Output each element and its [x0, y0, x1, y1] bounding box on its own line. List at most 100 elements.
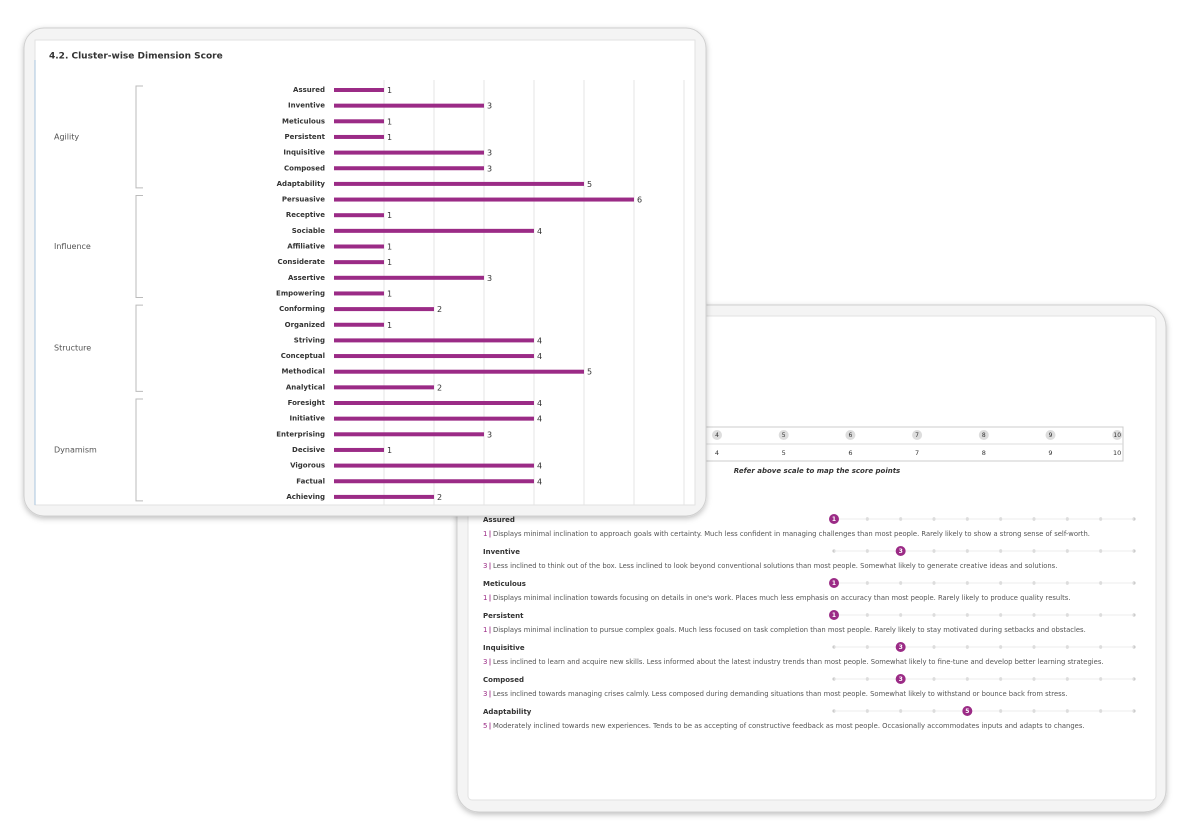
- score-marker-label: 3: [899, 548, 903, 555]
- value-label: 4: [537, 462, 542, 471]
- scale-label: 10: [1113, 449, 1121, 457]
- value-label: 4: [537, 477, 542, 486]
- bar: [334, 307, 434, 312]
- value-label: 3: [487, 430, 492, 439]
- scale-marker-label: 5: [782, 432, 786, 439]
- cluster-bracket: [135, 304, 143, 392]
- category-label: Conforming: [279, 305, 325, 313]
- scale-marker-label: 9: [1049, 432, 1053, 439]
- value-label: 3: [487, 274, 492, 283]
- scale-label: 8: [982, 449, 986, 457]
- value-label: 3: [487, 164, 492, 173]
- scale-marker: [712, 430, 722, 440]
- scale-marker: [1112, 430, 1123, 440]
- score-marker-label: 1: [832, 516, 836, 523]
- category-label: Sociable: [292, 227, 326, 235]
- category-label: Assured: [293, 86, 325, 94]
- bar: [334, 150, 484, 155]
- panel-body: [34, 39, 696, 506]
- bar: [334, 181, 584, 186]
- scale-marker: [845, 430, 856, 440]
- category-label: Composed: [284, 164, 325, 172]
- value-label: 2: [437, 383, 442, 392]
- category-label: Analytical: [286, 383, 325, 391]
- scale-marker: [1045, 430, 1056, 440]
- score-value: 3: [483, 562, 487, 570]
- dimension-description: Less inclined to learn and acquire new s…: [493, 658, 1104, 666]
- scale-label: 4: [715, 449, 719, 457]
- bar: [334, 432, 484, 437]
- dimension-name: Inquisitive: [483, 644, 525, 652]
- scale-marker-label: 6: [848, 432, 852, 439]
- score-marker: [895, 642, 906, 652]
- value-label: 4: [537, 399, 542, 408]
- scale-marker: [912, 430, 923, 440]
- bar: [334, 291, 384, 296]
- dimension-description: Moderately inclined towards new experien…: [493, 722, 1085, 730]
- value-label: 4: [537, 415, 542, 424]
- scale-label: 6: [848, 449, 852, 457]
- chart-title: 4.2. Cluster-wise Dimension Score: [49, 52, 223, 62]
- bar: [334, 447, 384, 452]
- category-label: Initiative: [289, 415, 325, 423]
- score-marker-label: 5: [965, 708, 969, 715]
- bar: [334, 322, 384, 327]
- value-label: 1: [387, 117, 392, 126]
- value-label: 1: [387, 289, 392, 298]
- value-label: 4: [537, 352, 542, 361]
- value-label: 1: [387, 133, 392, 142]
- bar: [334, 401, 534, 405]
- scale-note: Refer above scale to map the score point…: [734, 467, 900, 475]
- value-label: 2: [437, 305, 442, 314]
- bar: [334, 354, 534, 359]
- scale-marker-label: 4: [715, 432, 719, 439]
- category-label: Foresight: [288, 399, 326, 407]
- value-label: 1: [387, 211, 392, 220]
- cluster-label: Influence: [54, 242, 91, 251]
- value-label: 1: [387, 446, 392, 455]
- score-marker-label: 1: [832, 580, 836, 587]
- dimension-description: Displays minimal inclination towards foc…: [493, 594, 1071, 602]
- score-marker: [962, 706, 973, 716]
- bar: [334, 103, 484, 108]
- category-label: Inventive: [288, 102, 325, 110]
- value-label: 3: [487, 149, 492, 158]
- value-label: 5: [587, 368, 592, 377]
- score-value: 3: [483, 658, 487, 666]
- category-label: Organized: [285, 321, 325, 329]
- bar: [334, 369, 584, 374]
- score-value: 1: [483, 530, 487, 538]
- bar: [334, 479, 534, 484]
- category-label: Affiliative: [287, 243, 325, 251]
- bar: [334, 463, 534, 468]
- score-marker-label: 3: [899, 644, 903, 651]
- value-label: 2: [437, 493, 442, 502]
- bar: [334, 244, 384, 249]
- bar: [334, 213, 384, 218]
- bar: [334, 134, 384, 139]
- value-label: 1: [387, 321, 392, 330]
- category-label: Inquisitive: [283, 149, 325, 157]
- value-label: 1: [387, 86, 392, 95]
- dimension-name: Adaptability: [483, 708, 532, 716]
- category-label: Vigorous: [290, 462, 325, 470]
- scale-marker: [978, 430, 989, 440]
- category-label: Receptive: [286, 211, 325, 219]
- cluster-bracket: [135, 195, 143, 298]
- dimension-name: Persistent: [483, 612, 524, 620]
- category-label: Decisive: [292, 446, 325, 454]
- dimension-description: Less inclined to think out of the box. L…: [493, 562, 1057, 570]
- bar: [334, 260, 384, 265]
- score-marker-label: 3: [899, 676, 903, 683]
- category-label: Persuasive: [282, 196, 325, 204]
- category-label: Considerate: [277, 258, 325, 266]
- value-label: 6: [637, 196, 642, 205]
- scale-marker-label: 8: [982, 432, 986, 439]
- dimension-name: Meticulous: [483, 580, 526, 588]
- bar: [334, 119, 384, 124]
- bar: [334, 338, 534, 343]
- dimension-description: Displays minimal inclination to approach…: [493, 530, 1090, 538]
- cluster-label: Structure: [54, 344, 91, 353]
